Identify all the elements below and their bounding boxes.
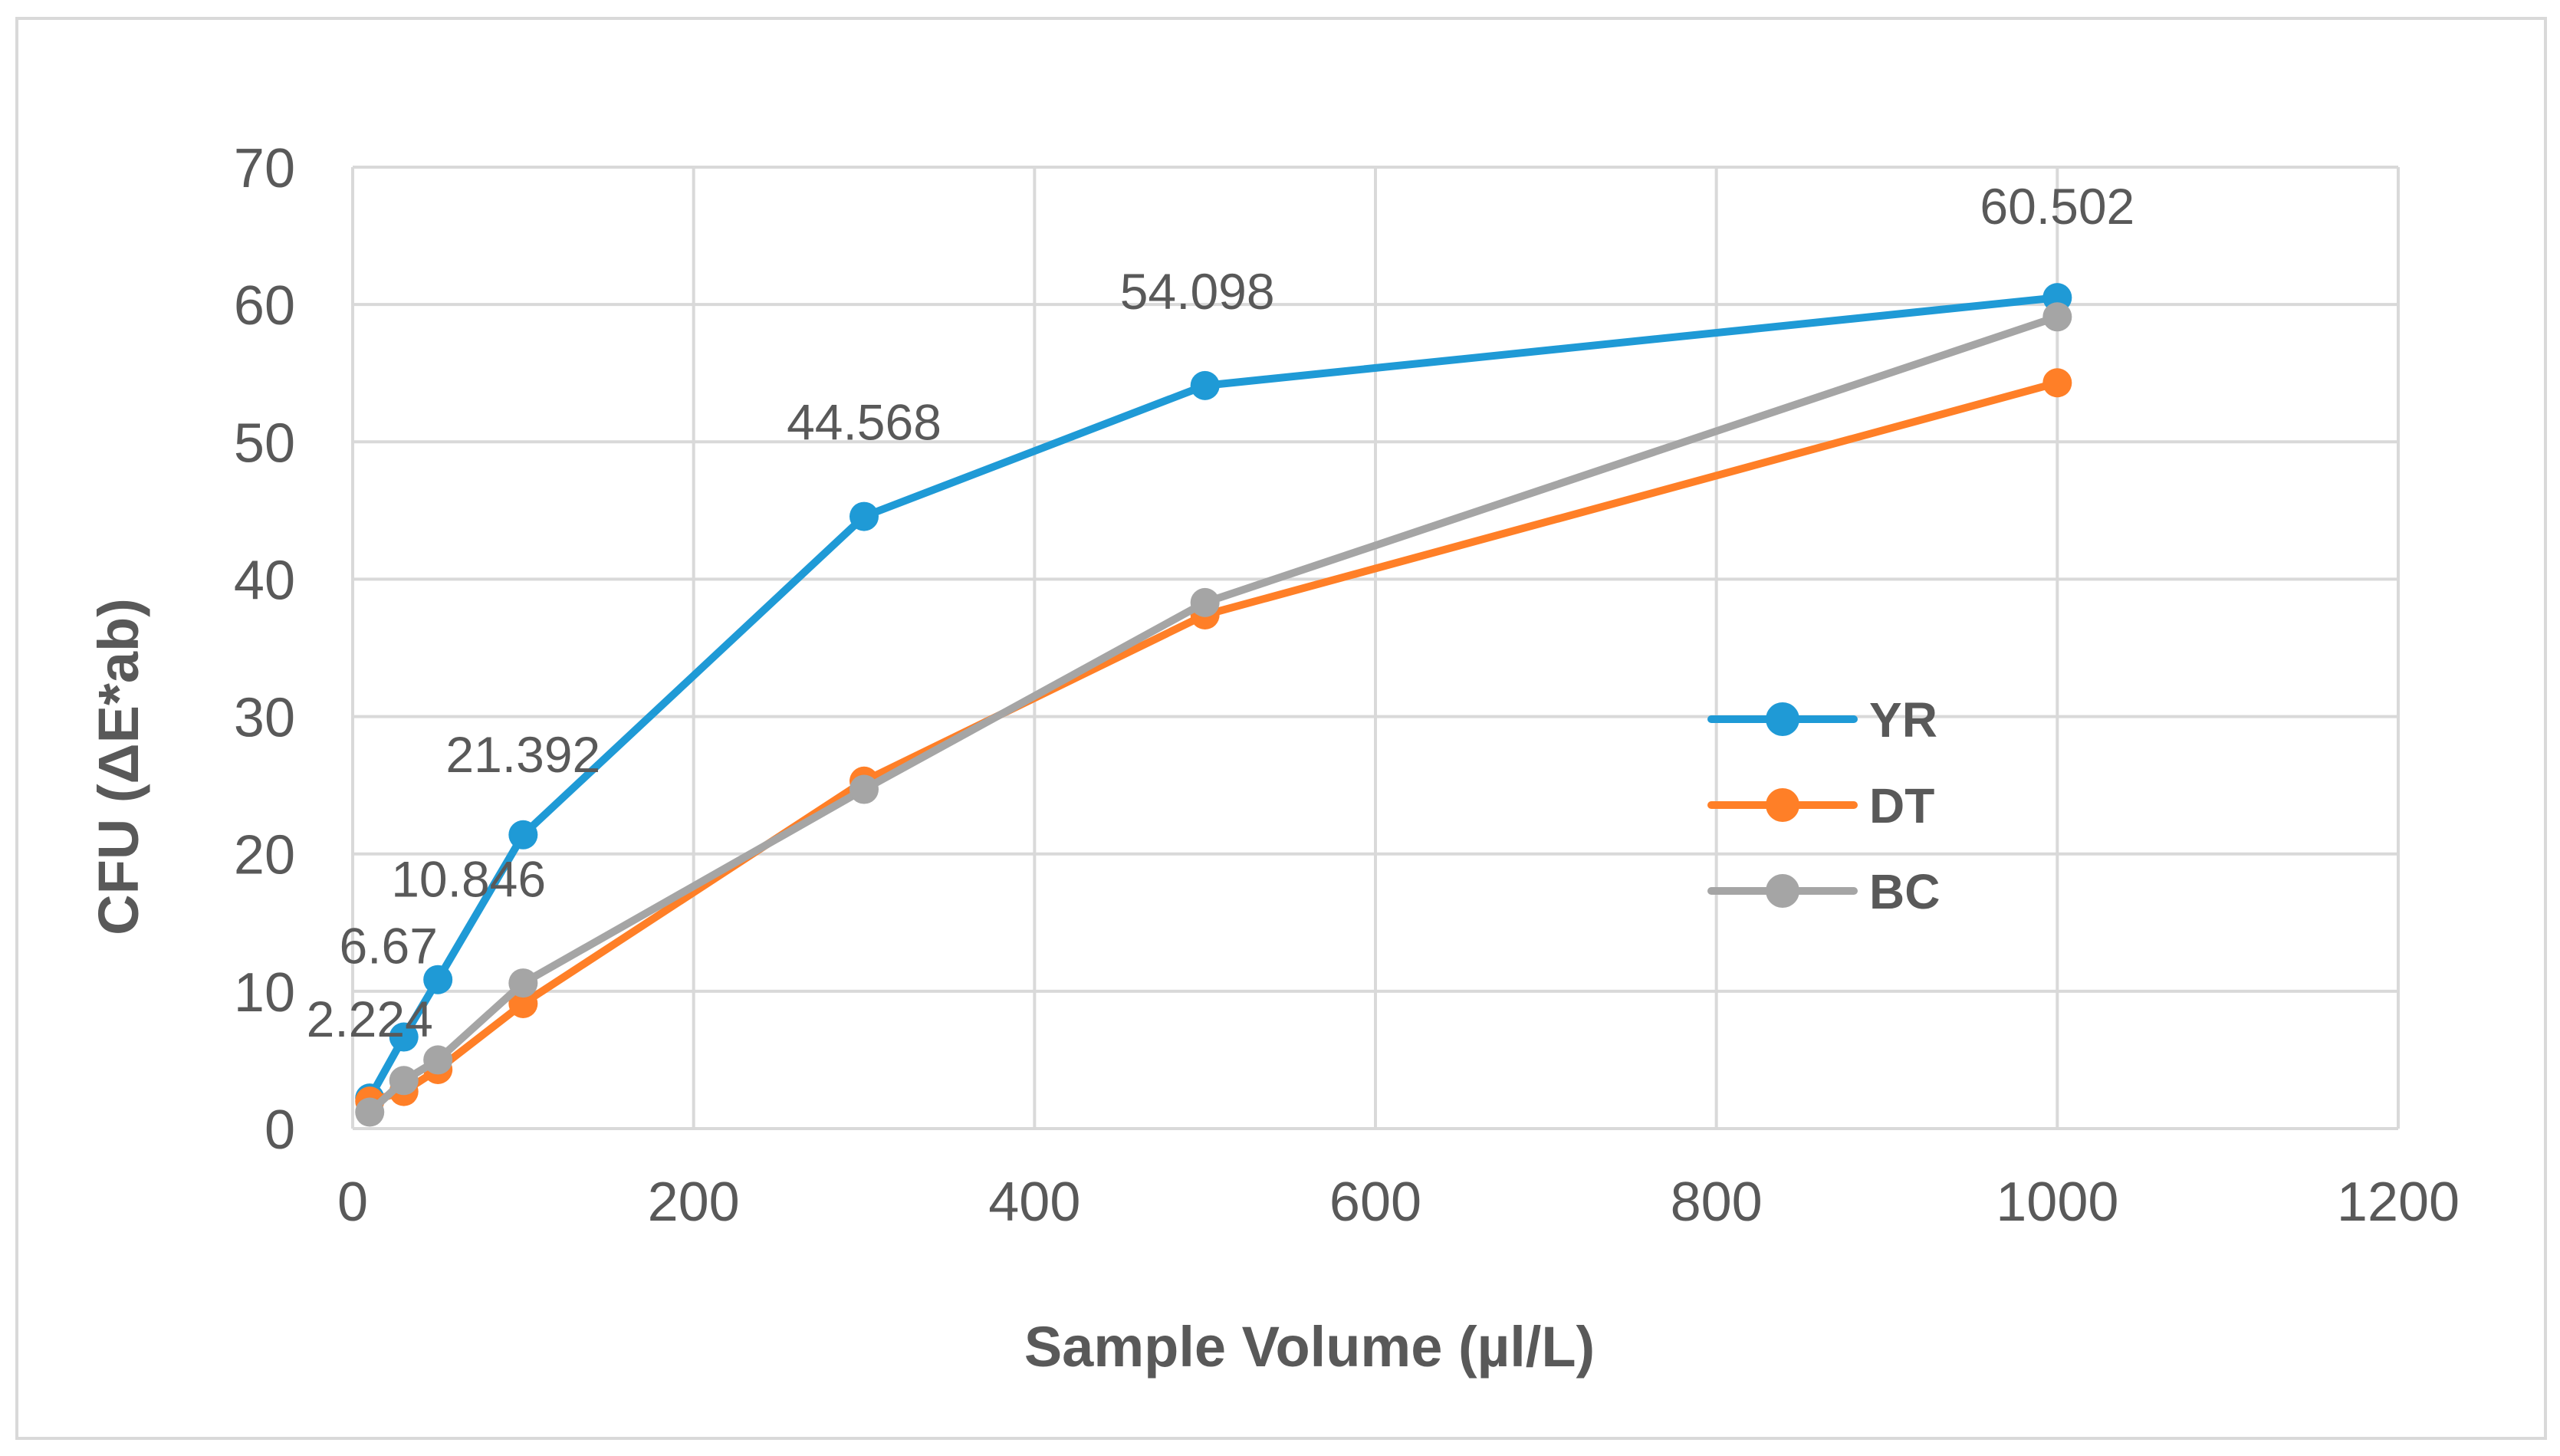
data-point-yr <box>1190 370 1220 400</box>
data-label-yr: 10.846 <box>391 851 546 908</box>
data-point-dt <box>508 988 538 1018</box>
x-tick-label: 400 <box>988 1172 1080 1233</box>
legend-entry-yr: YR <box>1707 692 1937 748</box>
data-point-yr <box>849 501 879 531</box>
y-axis-title: CFU (ΔE*ab) <box>87 598 150 935</box>
legend: YR DT BC <box>1707 692 1940 919</box>
data-point-bc <box>1190 587 1220 617</box>
y-tick-label: 60 <box>234 275 295 337</box>
gridlines <box>351 166 2400 1130</box>
data-label-yr: 60.502 <box>1980 178 2134 235</box>
data-point-yr <box>423 965 453 994</box>
x-tick-label: 0 <box>337 1172 368 1233</box>
data-point-bc <box>2042 302 2072 332</box>
legend-entry-bc: BC <box>1707 864 1940 919</box>
data-point-bc <box>423 1045 453 1075</box>
data-label-yr: 2.224 <box>307 991 433 1047</box>
data-point-yr <box>389 1022 419 1052</box>
data-label-yr: 21.392 <box>445 726 600 783</box>
data-point-bc <box>849 774 879 804</box>
legend-label-bc: BC <box>1869 864 1940 919</box>
data-label-yr: 44.568 <box>787 394 942 451</box>
data-point-bc <box>389 1066 419 1096</box>
series-bc <box>355 302 2072 1127</box>
data-point-bc <box>508 968 538 998</box>
x-axis-title: Sample Volume (µl/L) <box>1024 1315 1595 1379</box>
y-tick-label: 70 <box>234 138 295 199</box>
legend-label-dt: DT <box>1869 778 1934 833</box>
x-tick-label: 1000 <box>1996 1172 2118 1233</box>
data-labels: 2.224 6.67 10.846 21.392 44.568 54.098 60.502 <box>307 178 2135 1047</box>
legend-marker-yr <box>1766 702 1799 736</box>
tick-labels: 0 10 20 30 40 50 60 70 0 200 400 600 800 1000 1200 <box>234 138 2460 1233</box>
y-tick-label: 40 <box>234 550 295 611</box>
y-tick-label: 50 <box>234 412 295 474</box>
y-tick-label: 0 <box>265 1099 295 1161</box>
legend-label-yr: YR <box>1869 692 1937 748</box>
y-tick-label: 30 <box>234 688 295 749</box>
series-group <box>355 283 2072 1127</box>
y-tick-label: 20 <box>234 825 295 886</box>
chart-border <box>15 17 2547 1440</box>
data-point-bc <box>355 1097 385 1127</box>
data-label-yr: 6.67 <box>339 918 437 975</box>
x-tick-label: 1200 <box>2337 1172 2460 1233</box>
y-tick-label: 10 <box>234 962 295 1024</box>
legend-entry-dt: DT <box>1707 778 1934 833</box>
x-tick-label: 800 <box>1671 1172 1763 1233</box>
data-point-yr <box>508 820 538 850</box>
data-point-dt <box>2042 368 2072 398</box>
x-tick-label: 200 <box>648 1172 740 1233</box>
x-tick-label: 600 <box>1329 1172 1421 1233</box>
legend-marker-bc <box>1766 874 1799 908</box>
legend-marker-dt <box>1766 788 1799 822</box>
data-label-yr: 54.098 <box>1120 263 1275 320</box>
